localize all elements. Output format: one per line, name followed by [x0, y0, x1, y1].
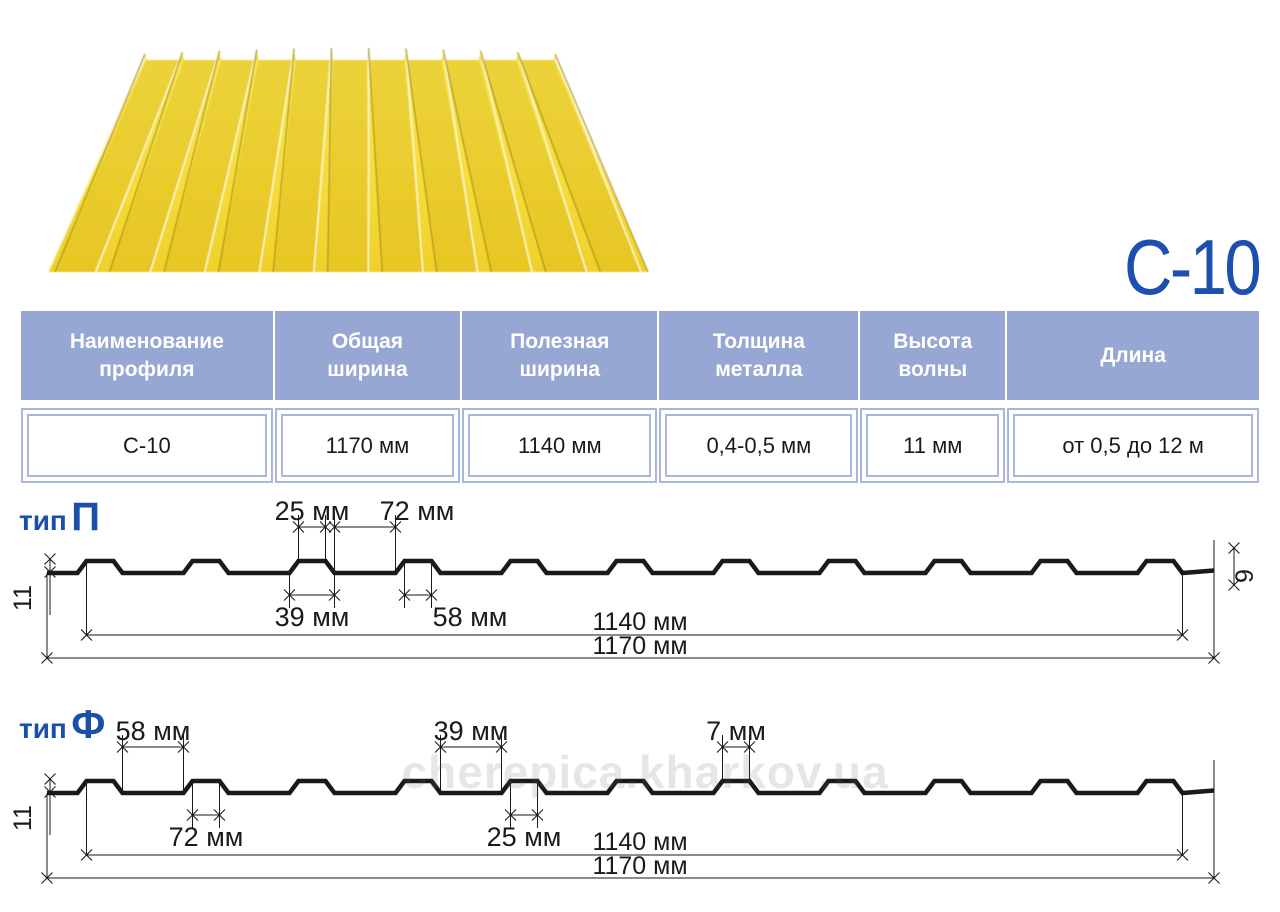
svg-text:58 мм: 58 мм: [116, 716, 191, 746]
svg-text:39 мм: 39 мм: [275, 602, 350, 632]
svg-text:9: 9: [1231, 569, 1259, 583]
svg-text:1170 мм: 1170 мм: [592, 852, 687, 880]
svg-text:39 мм: 39 мм: [434, 716, 509, 746]
svg-text:58 мм: 58 мм: [433, 602, 508, 632]
svg-text:72 мм: 72 мм: [380, 496, 455, 526]
svg-text:11: 11: [9, 585, 37, 611]
svg-text:1170 мм: 1170 мм: [592, 632, 687, 660]
svg-text:72 мм: 72 мм: [169, 822, 244, 852]
svg-text:7 мм: 7 мм: [706, 716, 766, 746]
svg-text:25 мм: 25 мм: [275, 496, 350, 526]
svg-text:11: 11: [9, 805, 37, 831]
